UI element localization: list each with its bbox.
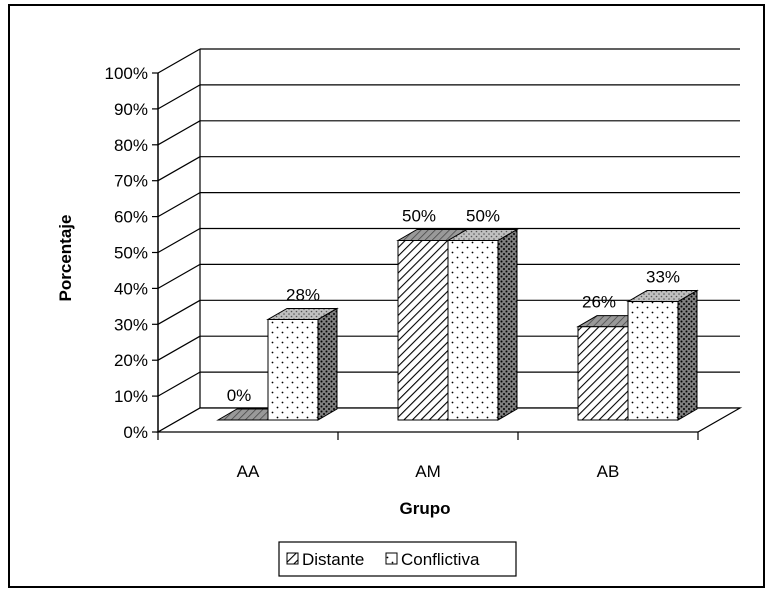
data-label-conflictiva-aa: 28% [286, 285, 320, 304]
data-label-conflictiva-am: 50% [466, 207, 500, 226]
legend-swatch-conflictiva [385, 552, 398, 565]
bar-top [446, 229, 519, 241]
data-label-distante-aa: 0% [227, 386, 252, 405]
bar-conflictiva-ab [626, 289, 699, 421]
bar-side [317, 307, 338, 421]
y-tick-label: 30% [114, 315, 148, 334]
legend-label-distante: Distante [302, 550, 364, 569]
bar-conflictiva-am [446, 228, 519, 421]
side-wall-gridline [157, 84, 201, 110]
side-wall-gridline [157, 48, 201, 74]
y-tick-label: 50% [114, 244, 148, 263]
y-tick-label: 100% [105, 64, 148, 83]
data-label-distante-am: 50% [402, 207, 436, 226]
side-wall-gridline [157, 120, 201, 146]
y-tick-label: 60% [114, 208, 148, 227]
side-wall-gridline [157, 227, 201, 254]
bar-front [397, 240, 449, 421]
x-axis-title: Grupo [400, 499, 451, 518]
bar-side [497, 228, 518, 421]
y-tick-label: 90% [114, 100, 148, 119]
y-tick-label: 10% [114, 387, 148, 406]
bar-top [266, 307, 339, 320]
bar-front [577, 326, 629, 421]
x-tick-label: AM [415, 462, 441, 481]
bar-side [677, 289, 698, 421]
side-wall-gridline [157, 156, 201, 182]
bar-front [267, 318, 319, 421]
bar-front [627, 301, 679, 421]
legend-swatch-distante [286, 552, 299, 565]
side-wall-gridline [157, 263, 201, 289]
legend-label-conflictiva: Conflictiva [401, 550, 480, 569]
y-tick-label: 0% [123, 423, 148, 442]
y-tick-label: 40% [114, 279, 148, 298]
bars [216, 228, 699, 421]
y-tick-label: 20% [114, 351, 148, 370]
side-wall-gridline [157, 335, 201, 361]
bar-top [626, 290, 699, 303]
side-wall-gridline [157, 299, 201, 325]
y-tick-label: 70% [114, 172, 148, 191]
legend: Distante Conflictiva [278, 541, 517, 577]
y-axis-title: Porcentaje [56, 215, 75, 302]
data-labels: 0% 28% 50% 50% 26% 33% [227, 207, 680, 406]
side-wall-gridline [157, 192, 201, 218]
side-wall-gridline [157, 371, 201, 397]
y-tick-label: 80% [114, 136, 148, 155]
data-label-distante-ab: 26% [582, 293, 616, 312]
x-tick-label: AA [237, 462, 260, 481]
bar-front [447, 240, 499, 421]
x-tick-label: AB [597, 462, 620, 481]
bar-conflictiva-aa [266, 307, 339, 421]
data-label-conflictiva-ab: 33% [646, 268, 680, 287]
